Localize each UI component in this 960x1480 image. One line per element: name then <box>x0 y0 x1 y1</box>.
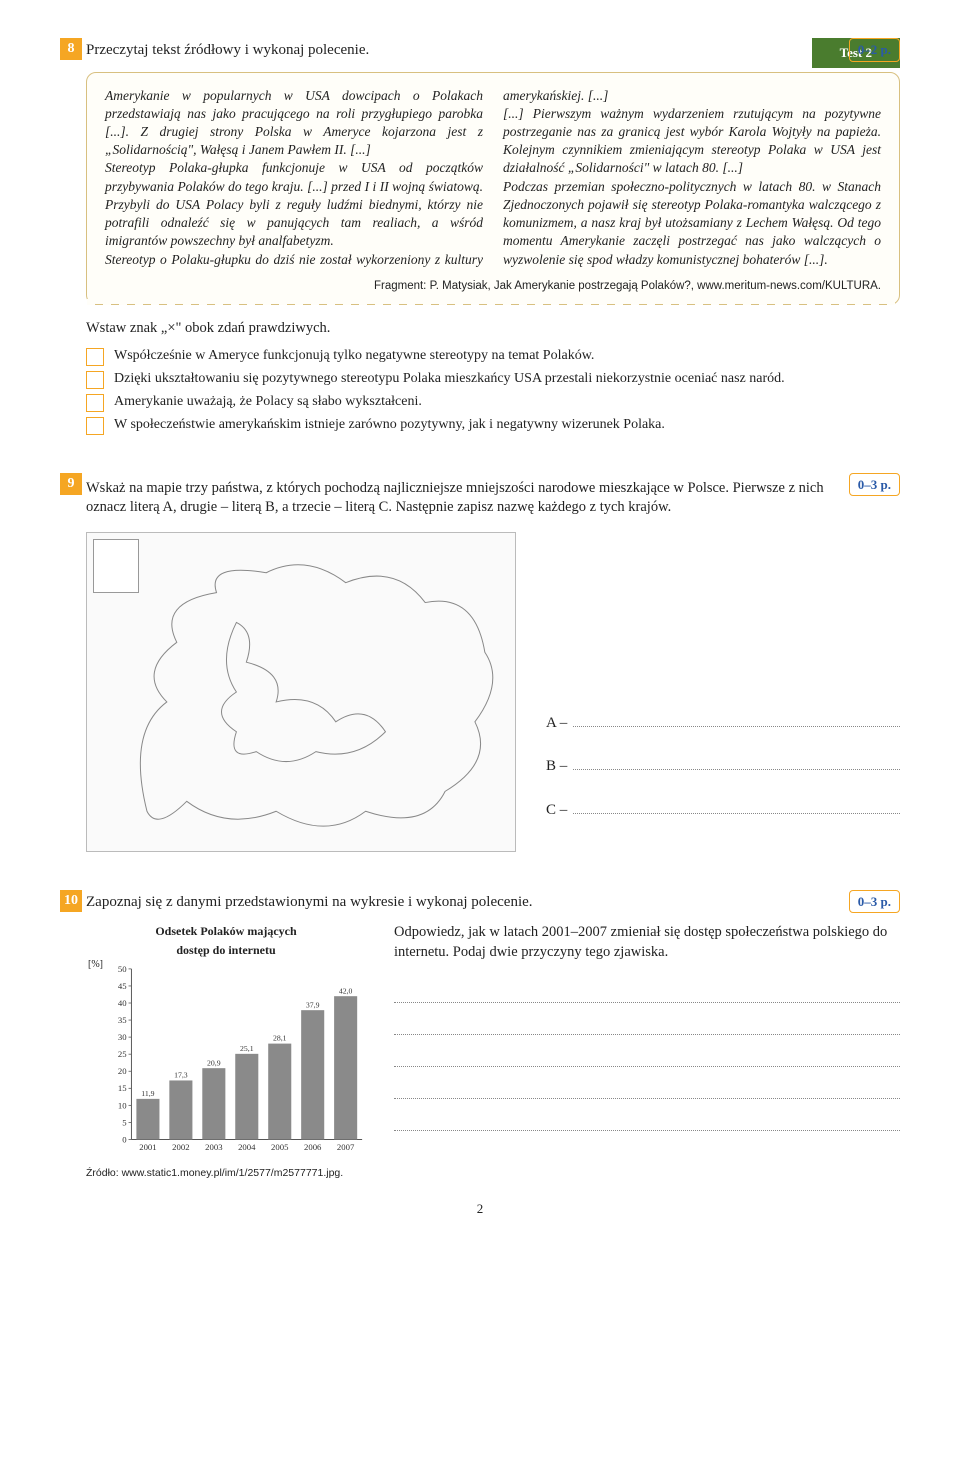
option-text: W społeczeństwie amerykańskim istnieje z… <box>114 416 900 435</box>
checkbox[interactable] <box>86 394 104 412</box>
task-8-number: 8 <box>60 38 82 60</box>
svg-text:0: 0 <box>122 1134 127 1144</box>
svg-text:15: 15 <box>118 1083 127 1093</box>
task-8-option: W społeczeństwie amerykańskim istnieje z… <box>86 416 900 435</box>
task-9-points: 0–3 p. <box>849 473 900 497</box>
svg-text:2005: 2005 <box>271 1142 289 1152</box>
svg-text:2001: 2001 <box>139 1142 156 1152</box>
map-inset <box>93 539 139 593</box>
answer-line[interactable] <box>394 1013 900 1035</box>
page-number: 2 <box>60 1200 900 1218</box>
svg-text:45: 45 <box>118 981 127 991</box>
task-9-number: 9 <box>60 473 82 495</box>
task-10-title: Zapoznaj się z danymi przedstawionymi na… <box>86 890 837 912</box>
bar-chart: 0 5 10 15 20 25 30 35 40 45 50 11,9 2001 17,3 2002 20,9… <box>114 960 366 1160</box>
option-text: Amerykanie uważają, że Polacy są słabo w… <box>114 393 900 412</box>
europe-map[interactable] <box>86 532 516 852</box>
answer-line[interactable] <box>394 1045 900 1067</box>
task-8-title: Przeczytaj tekst źródłowy i wykonaj pole… <box>86 38 837 60</box>
answer-label: A – <box>546 713 567 733</box>
svg-text:2003: 2003 <box>205 1142 223 1152</box>
answer-label: B – <box>546 756 567 776</box>
task-8-cite: Fragment: P. Matysiak, Jak Amerykanie po… <box>105 279 881 295</box>
task-8-instruction: Wstaw znak „×" obok zdań prawdziwych. <box>86 319 900 339</box>
answer-line[interactable]: C – <box>546 799 900 820</box>
svg-text:20: 20 <box>118 1066 127 1076</box>
answer-line[interactable]: B – <box>546 755 900 776</box>
svg-text:50: 50 <box>118 964 127 974</box>
option-text: Dzięki ukształtowaniu się pozytywnego st… <box>114 370 900 389</box>
svg-text:17,3: 17,3 <box>174 1070 188 1079</box>
svg-text:35: 35 <box>118 1015 127 1025</box>
answer-line[interactable] <box>394 981 900 1003</box>
dotted-line <box>573 712 900 727</box>
task-10-number: 10 <box>60 890 82 912</box>
task-9: 9 Wskaż na mapie trzy państwa, z których… <box>60 473 900 852</box>
svg-text:2002: 2002 <box>172 1142 189 1152</box>
svg-text:28,1: 28,1 <box>273 1034 287 1043</box>
task-8: 8 Przeczytaj tekst źródłowy i wykonaj po… <box>60 38 900 435</box>
task-9-title: Wskaż na mapie trzy państwa, z których p… <box>86 477 837 518</box>
task-8-option: Amerykanie uważają, że Polacy są słabo w… <box>86 393 900 412</box>
checkbox[interactable] <box>86 417 104 435</box>
dotted-line <box>573 799 900 814</box>
dotted-line <box>573 755 900 770</box>
svg-text:10: 10 <box>118 1100 127 1110</box>
answer-label: C – <box>546 800 567 820</box>
task-10: 10 Zapoznaj się z danymi przedstawionymi… <box>60 890 900 1180</box>
task-8-source-text: Amerykanie w popularnych w USA dowcipach… <box>105 87 881 269</box>
svg-text:25: 25 <box>118 1049 127 1059</box>
svg-text:2007: 2007 <box>337 1142 355 1152</box>
svg-text:2004: 2004 <box>238 1142 256 1152</box>
chart-block: Odsetek Polaków mających dostęp do inter… <box>86 923 366 1180</box>
svg-text:11,9: 11,9 <box>141 1089 154 1098</box>
svg-text:20,9: 20,9 <box>207 1058 221 1067</box>
chart-title-2: dostęp do internetu <box>86 942 366 958</box>
task-8-source-box: Amerykanie w popularnych w USA dowcipach… <box>86 72 900 306</box>
svg-text:40: 40 <box>118 998 127 1008</box>
chart-ylabel: [%] <box>88 958 103 972</box>
task-8-points: 0–2 p. <box>849 38 900 62</box>
svg-text:5: 5 <box>122 1117 127 1127</box>
svg-text:42,0: 42,0 <box>339 986 353 995</box>
task-8-option: Dzięki ukształtowaniu się pozytywnego st… <box>86 370 900 389</box>
task-8-option: Współcześnie w Ameryce funkcjonują tylko… <box>86 347 900 366</box>
checkbox[interactable] <box>86 348 104 366</box>
svg-text:2006: 2006 <box>304 1142 322 1152</box>
task-10-points: 0–3 p. <box>849 890 900 914</box>
chart-source: Źródło: www.static1.money.pl/im/1/2577/m… <box>86 1166 366 1180</box>
answer-line[interactable] <box>394 1077 900 1099</box>
svg-text:25,1: 25,1 <box>240 1044 254 1053</box>
checkbox[interactable] <box>86 371 104 389</box>
answer-line[interactable]: A – <box>546 712 900 733</box>
map-outline <box>87 533 515 851</box>
svg-text:37,9: 37,9 <box>306 1000 320 1009</box>
chart-title-1: Odsetek Polaków mających <box>86 923 366 939</box>
task-10-question: Odpowiedz, jak w latach 2001–2007 zmieni… <box>394 923 900 962</box>
answer-line[interactable] <box>394 1109 900 1131</box>
svg-text:30: 30 <box>118 1032 127 1042</box>
option-text: Współcześnie w Ameryce funkcjonują tylko… <box>114 347 900 366</box>
